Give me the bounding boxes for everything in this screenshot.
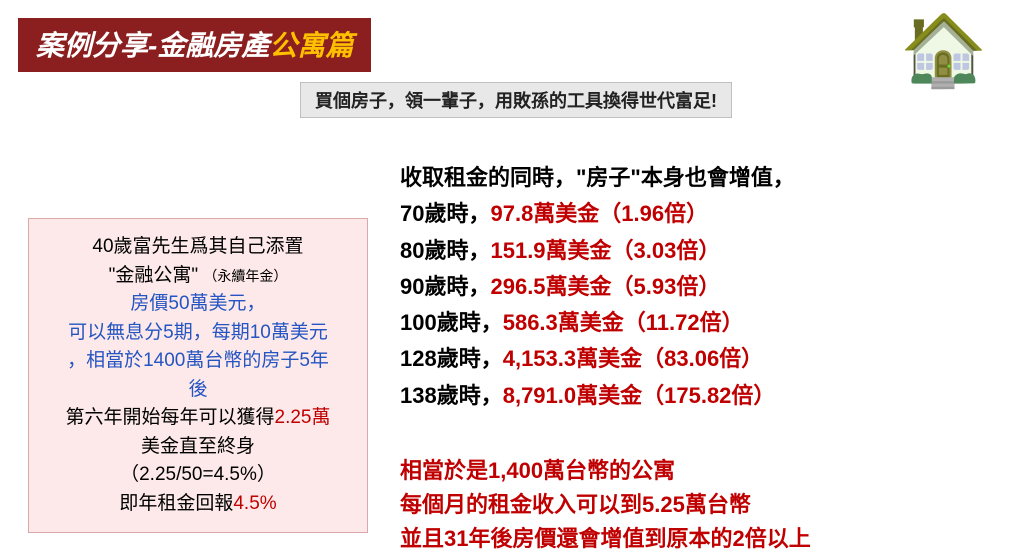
growth-row: 80歲時，151.9萬美金（3.03倍） <box>400 233 1000 269</box>
summary-line-2: 每個月的租金收入可以到5.25萬台幣 <box>400 488 1000 522</box>
scenario-after-1a: 第六年開始每年可以獲得 <box>66 407 275 428</box>
scenario-after-1: 第六年開始每年可以獲得2.25萬 <box>39 404 357 433</box>
scenario-after-2: 美金直至終身 <box>39 433 357 462</box>
title-yellow: 公寓篇 <box>269 30 353 61</box>
scenario-after-1b: 2.25萬 <box>275 407 331 428</box>
growth-age: 80歲時， <box>400 238 490 263</box>
growth-value: 151.9萬美金（3.03倍） <box>490 238 720 263</box>
scenario-box: 40歲富先生爲其自己添置 "金融公寓" （永續年金） 房價50萬美元， 可以無息… <box>28 218 368 533</box>
summary-block: 相當於是1,400萬台幣的公寓 每個月的租金收入可以到5.25萬台幣 並且31年… <box>400 454 1000 556</box>
scenario-blue-2: 可以無息分5期，每期10萬美元 <box>39 319 357 348</box>
scenario-blue-4: 後 <box>39 376 357 405</box>
growth-value: 586.3萬美金（11.72倍） <box>503 310 744 335</box>
scenario-line1: 40歲富先生爲其自己添置 <box>39 233 357 262</box>
title-white: 案例分享-金融房產 <box>36 30 269 61</box>
growth-age: 100歲時， <box>400 310 503 335</box>
growth-row: 90歲時，296.5萬美金（5.93倍） <box>400 269 1000 305</box>
growth-row: 70歲時，97.8萬美金（1.96倍） <box>400 196 1000 232</box>
money-house-icon: 🏠 <box>884 10 1004 100</box>
scenario-after-4a: 即年租金回報 <box>119 493 233 514</box>
scenario-blue-1: 房價50萬美元， <box>39 290 357 319</box>
subtitle-bar: 買個房子，領一輩子，用敗孫的工具換得世代富足! <box>300 82 732 118</box>
scenario-line2: "金融公寓" （永續年金） <box>39 262 357 291</box>
slide-title-bar: 案例分享-金融房產公寓篇 <box>18 18 371 72</box>
growth-value: 4,153.3萬美金（83.06倍） <box>503 346 763 371</box>
growth-value: 97.8萬美金（1.96倍） <box>490 201 708 226</box>
growth-row: 138歲時，8,791.0萬美金（175.82倍） <box>400 378 1000 414</box>
growth-intro: 收取租金的同時，"房子"本身也會增值， <box>400 160 1000 196</box>
scenario-annuity-note: （永續年金） <box>203 268 287 284</box>
scenario-quote: "金融公寓" <box>109 265 199 286</box>
scenario-blue-3: ，相當於1400萬台幣的房子5年 <box>39 347 357 376</box>
growth-age: 70歲時， <box>400 201 490 226</box>
growth-age: 128歲時， <box>400 346 503 371</box>
growth-block: 收取租金的同時，"房子"本身也會增值， 70歲時，97.8萬美金（1.96倍） … <box>400 160 1000 414</box>
scenario-after-4b: 4.5% <box>233 493 276 514</box>
summary-line-3: 並且31年後房價還會增值到原本的2倍以上 <box>400 522 1000 556</box>
growth-age: 90歲時， <box>400 274 490 299</box>
scenario-after-4: 即年租金回報4.5% <box>39 490 357 519</box>
growth-row: 128歲時，4,153.3萬美金（83.06倍） <box>400 341 1000 377</box>
growth-value: 8,791.0萬美金（175.82倍） <box>503 383 776 408</box>
summary-line-1: 相當於是1,400萬台幣的公寓 <box>400 454 1000 488</box>
growth-age: 138歲時， <box>400 383 503 408</box>
growth-value: 296.5萬美金（5.93倍） <box>490 274 720 299</box>
scenario-after-3: （2.25/50=4.5%） <box>39 461 357 490</box>
growth-row: 100歲時，586.3萬美金（11.72倍） <box>400 305 1000 341</box>
